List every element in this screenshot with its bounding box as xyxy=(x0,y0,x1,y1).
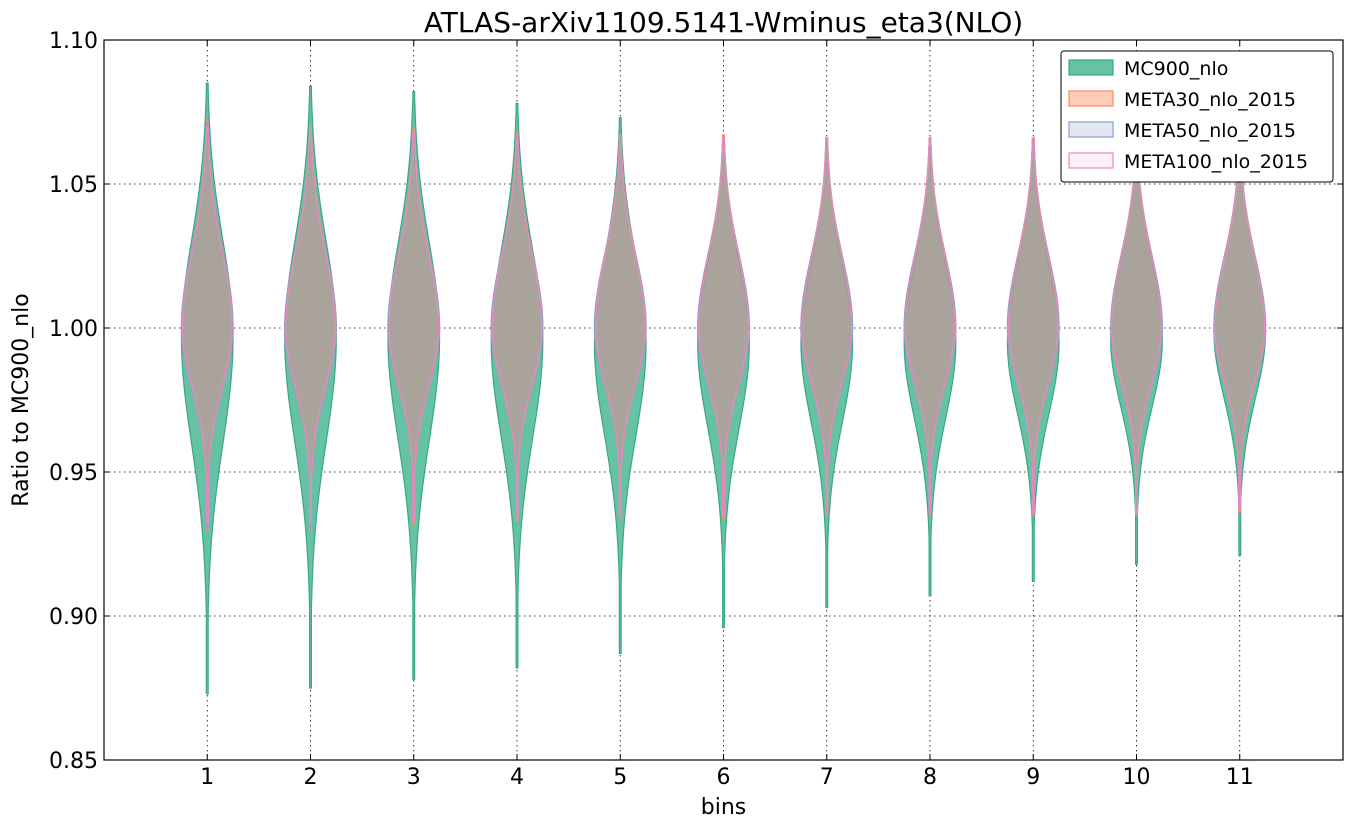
legend-swatch xyxy=(1068,59,1114,76)
x-axis-label: bins xyxy=(701,795,746,820)
y-tick-label: 1.05 xyxy=(49,173,98,198)
x-tick-label: 11 xyxy=(1226,765,1254,790)
legend-swatch xyxy=(1068,152,1114,169)
x-tick-label: 1 xyxy=(200,765,214,790)
chart-title: ATLAS-arXiv1109.5141-Wminus_eta3(NLO) xyxy=(424,6,1023,39)
violin-META100_nlo_2015-bin-4 xyxy=(491,134,543,519)
violin-META100_nlo_2015-bin-3 xyxy=(388,131,440,522)
violin-META100_nlo_2015-bin-2 xyxy=(285,128,336,525)
violin-META100_nlo_2015-bin-5 xyxy=(594,137,646,516)
y-axis-label: Ratio to MC900_nlo xyxy=(9,293,34,506)
y-tick-label: 1.00 xyxy=(49,317,98,342)
legend: MC900_nlo META30_nlo_2015 META50_nlo_2015 M… xyxy=(1060,50,1334,183)
legend-label: META30_nlo_2015 xyxy=(1124,89,1296,111)
violin-META100_nlo_2015-bin-9 xyxy=(1007,140,1059,513)
legend-label: META50_nlo_2015 xyxy=(1124,120,1296,142)
x-tick-label: 8 xyxy=(923,765,937,790)
y-tick-label: 0.85 xyxy=(49,749,98,774)
violin-META100_nlo_2015-bin-7 xyxy=(801,140,853,513)
y-tick-label: 0.90 xyxy=(49,605,98,630)
y-tick-label: 1.10 xyxy=(49,29,98,54)
violin-MC900_nlo-bin-5 xyxy=(593,117,647,655)
x-tick-label: 2 xyxy=(304,765,318,790)
violin-series-META100_nlo_2015 xyxy=(181,125,1266,525)
x-tick-label: 3 xyxy=(407,765,421,790)
violin-META100_nlo_2015-bin-10 xyxy=(1111,140,1162,513)
violin-META100_nlo_2015-bin-11 xyxy=(1214,143,1266,511)
axis-ticks: 0.85 0.90 0.95 1.00 1.05 1.10 1 2 3 4 5 6 7 8 9 10 11 xyxy=(49,29,1343,790)
legend-label: MC900_nlo xyxy=(1124,58,1228,80)
legend-swatch xyxy=(1068,121,1114,138)
x-tick-label: 7 xyxy=(820,765,834,790)
x-tick-label: 9 xyxy=(1026,765,1040,790)
violin-META50_nlo_2015-bin-1 xyxy=(180,122,234,528)
x-tick-label: 10 xyxy=(1123,765,1151,790)
violin-META100_nlo_2015-bin-1 xyxy=(181,125,233,525)
legend-box xyxy=(1060,50,1334,183)
y-tick-label: 0.95 xyxy=(49,461,98,486)
x-tick-label: 6 xyxy=(717,765,731,790)
violin-META100_nlo_2015-bin-6 xyxy=(698,137,749,516)
legend-label: META100_nlo_2015 xyxy=(1124,151,1308,173)
violin-META100_nlo_2015-bin-8 xyxy=(904,140,956,513)
x-tick-label: 5 xyxy=(613,765,627,790)
legend-swatch xyxy=(1068,90,1114,107)
x-tick-label: 4 xyxy=(510,765,524,790)
